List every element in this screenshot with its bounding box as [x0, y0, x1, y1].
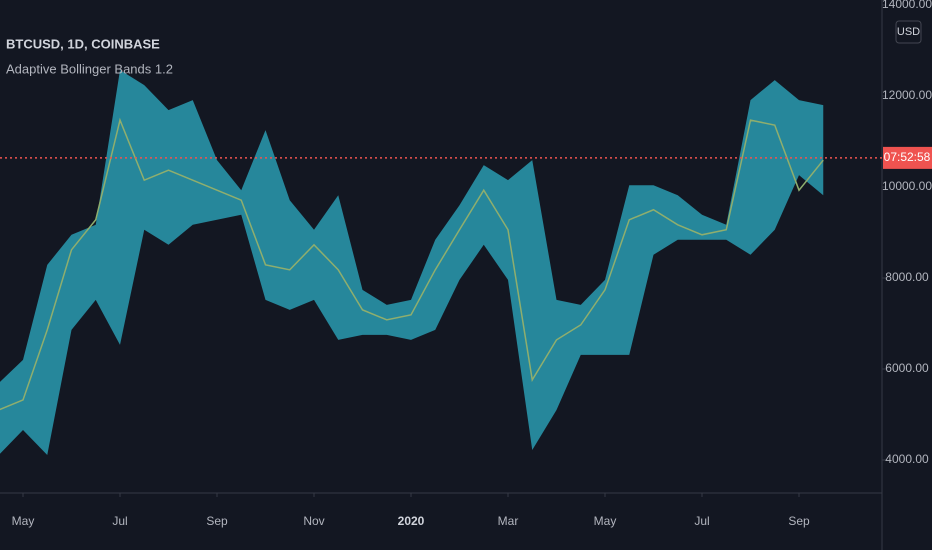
y-tick-label: 6000.00 [885, 361, 929, 375]
countdown-label: 07:52:58 [884, 150, 931, 164]
currency-button[interactable] [895, 20, 922, 44]
price-line [0, 117, 824, 411]
x-tick-label: Jul [694, 514, 709, 528]
y-tick-label: 8000.00 [885, 270, 929, 284]
indicator-name: Adaptive Bollinger Bands 1.2 [6, 61, 173, 76]
bollinger-band [0, 70, 824, 456]
y-tick-label: 10000.00 [882, 179, 932, 193]
x-tick-label: Jul [112, 514, 127, 528]
x-tick-label: Sep [788, 514, 810, 528]
y-tick-label: 14000.00 [882, 0, 932, 11]
y-tick-label: 4000.00 [885, 452, 929, 466]
chart-title: BTCUSD, 1D, COINBASE [6, 36, 160, 51]
x-tick-label: Mar [498, 514, 519, 528]
plot-area [0, 70, 824, 456]
x-tick-label: Sep [206, 514, 228, 528]
y-tick-label: 12000.00 [882, 88, 932, 102]
x-tick-label: 2020 [398, 514, 425, 528]
countdown-badge [883, 146, 932, 169]
currency-label[interactable]: USD [897, 26, 920, 38]
x-tick-label: Nov [303, 514, 324, 528]
x-tick-label: May [12, 514, 35, 528]
x-tick-label: May [594, 514, 617, 528]
